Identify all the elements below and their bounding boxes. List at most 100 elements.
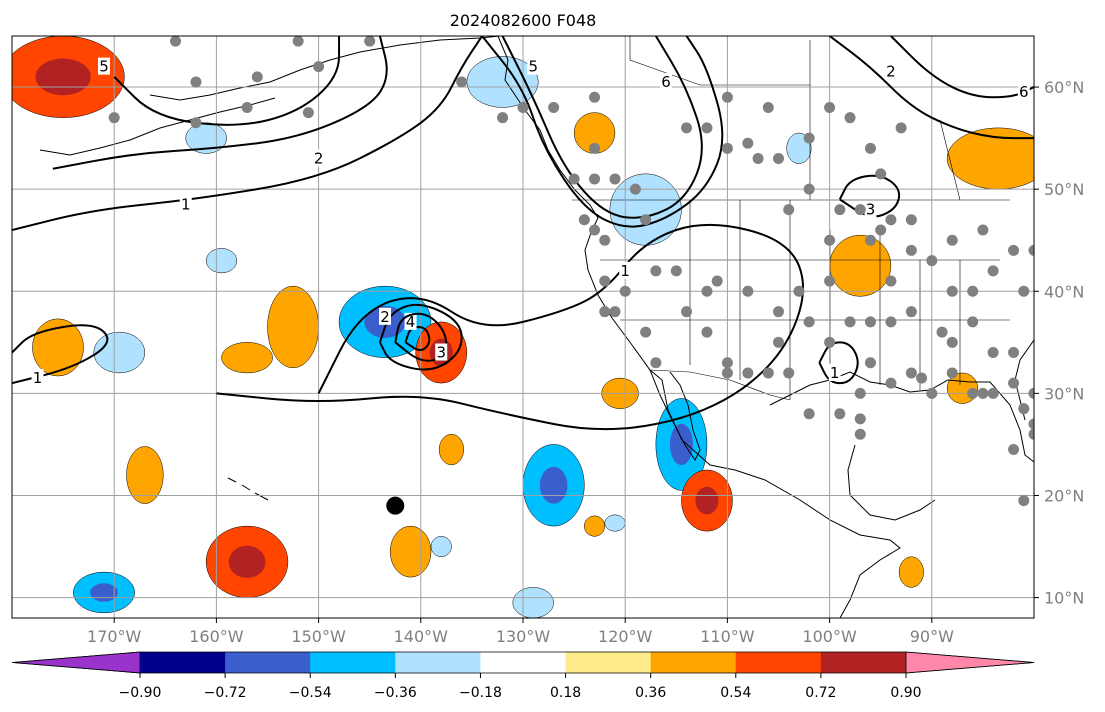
contour-line-11 xyxy=(818,341,859,385)
station-point xyxy=(905,214,917,226)
coastline-gulf-mexico xyxy=(769,371,1034,463)
station-point xyxy=(589,224,601,236)
contour-line-0 xyxy=(12,36,483,231)
anomaly-region-19 xyxy=(389,525,432,578)
marker-layer xyxy=(386,496,405,515)
station-point xyxy=(619,285,631,297)
anomaly-region-26 xyxy=(584,515,606,537)
x-tick-label: 100°W xyxy=(802,627,857,646)
colorbar-segment xyxy=(140,652,226,673)
station-point xyxy=(711,275,723,287)
station-point xyxy=(987,265,999,277)
station-point xyxy=(302,107,314,119)
station-point xyxy=(599,306,611,318)
anomaly-region-2 xyxy=(32,318,84,377)
contour-label-bg xyxy=(864,200,877,218)
station-point xyxy=(936,326,948,338)
colorbar: −0.90 −0.72 −0.54 −0.36 −0.18 0.18 0.36 0.54 0.7… xyxy=(11,651,1035,701)
contour-label: 3 xyxy=(866,201,876,219)
station-point xyxy=(824,101,836,113)
y-tick-label: 20°N xyxy=(1044,486,1084,505)
station-point xyxy=(854,413,866,425)
station-point xyxy=(875,168,887,180)
station-point xyxy=(854,428,866,440)
station-point xyxy=(1018,495,1030,507)
anomaly-region-27 xyxy=(898,556,924,588)
station-point xyxy=(793,285,805,297)
station-point xyxy=(1039,347,1050,358)
y-tick-label: 60°N xyxy=(1044,78,1084,97)
station-point xyxy=(1039,327,1050,338)
station-point xyxy=(946,367,958,379)
contour-label: 2 xyxy=(380,308,390,326)
station-point xyxy=(967,387,979,399)
station-point xyxy=(742,137,754,149)
station-point xyxy=(967,285,979,297)
station-point xyxy=(742,285,754,297)
anomaly-region-5 xyxy=(267,285,319,369)
anomaly-region-6 xyxy=(221,342,273,374)
station-point xyxy=(721,357,733,369)
station-point xyxy=(670,265,682,277)
x-tick-label: 90°W xyxy=(910,627,954,646)
contour-label-bg xyxy=(31,369,44,387)
station-point xyxy=(721,367,733,379)
x-axis-ticks: 170°W 160°W 150°W 140°W 130°W 120°W 110°W 100°W… xyxy=(87,618,954,646)
station-point xyxy=(824,234,836,246)
contour-label: 4 xyxy=(406,313,416,331)
contour-label: 1 xyxy=(830,364,840,382)
anomaly-region-24 xyxy=(438,433,464,466)
station-point xyxy=(1028,387,1034,399)
anomaly-core-17 xyxy=(695,486,719,515)
coastline-baja xyxy=(649,369,701,461)
station-point xyxy=(681,122,693,134)
contour-line-10 xyxy=(838,174,901,218)
station-point xyxy=(752,153,764,165)
y-axis-ticks: 10°N 20°N 30°N 40°N 50°N 60°N xyxy=(1034,78,1084,608)
contour-label: 5 xyxy=(99,58,109,76)
station-point xyxy=(1018,285,1030,297)
y-tick-label: 10°N xyxy=(1044,589,1084,608)
contour-line-5 xyxy=(216,223,804,431)
station-point xyxy=(834,204,846,216)
contour-label-bg xyxy=(660,72,673,90)
station-point xyxy=(864,316,876,328)
contour-label: 3 xyxy=(436,344,446,362)
contour-label-bg xyxy=(1017,83,1030,101)
station-point xyxy=(803,183,815,195)
station-point xyxy=(609,306,621,318)
station-point xyxy=(364,36,376,47)
station-point xyxy=(313,61,325,73)
anomaly-region-21 xyxy=(126,446,164,504)
contour-label: 1 xyxy=(33,369,43,387)
station-point xyxy=(844,112,856,124)
station-point xyxy=(864,142,876,154)
station-point xyxy=(946,336,958,348)
station-point xyxy=(864,234,876,246)
station-point xyxy=(578,214,590,226)
political-borders xyxy=(572,36,1010,401)
contour-line-8 xyxy=(394,312,448,362)
station-point xyxy=(967,316,979,328)
contour-label-bg xyxy=(619,261,632,279)
station-point xyxy=(1028,418,1034,430)
station-point xyxy=(834,408,846,420)
anomaly-region-13 xyxy=(829,234,892,297)
contour-label-bg xyxy=(435,343,448,361)
station-point xyxy=(946,234,958,246)
colorbar-segment xyxy=(565,652,652,673)
chart-title: 2024082600 F048 xyxy=(450,11,597,30)
station-point xyxy=(783,204,795,216)
y-tick-label: 40°N xyxy=(1044,282,1084,301)
x-tick-label: 150°W xyxy=(291,627,346,646)
contour-label: 2 xyxy=(886,63,896,81)
islands-hawaii xyxy=(227,477,269,501)
station-point xyxy=(926,255,938,267)
colorbar-tick-label: 0.36 xyxy=(635,685,666,701)
station-point xyxy=(701,285,713,297)
contour-label: 1 xyxy=(181,195,191,213)
station-point xyxy=(190,117,202,129)
station-point xyxy=(854,204,866,216)
contour-label-bg xyxy=(379,307,392,325)
